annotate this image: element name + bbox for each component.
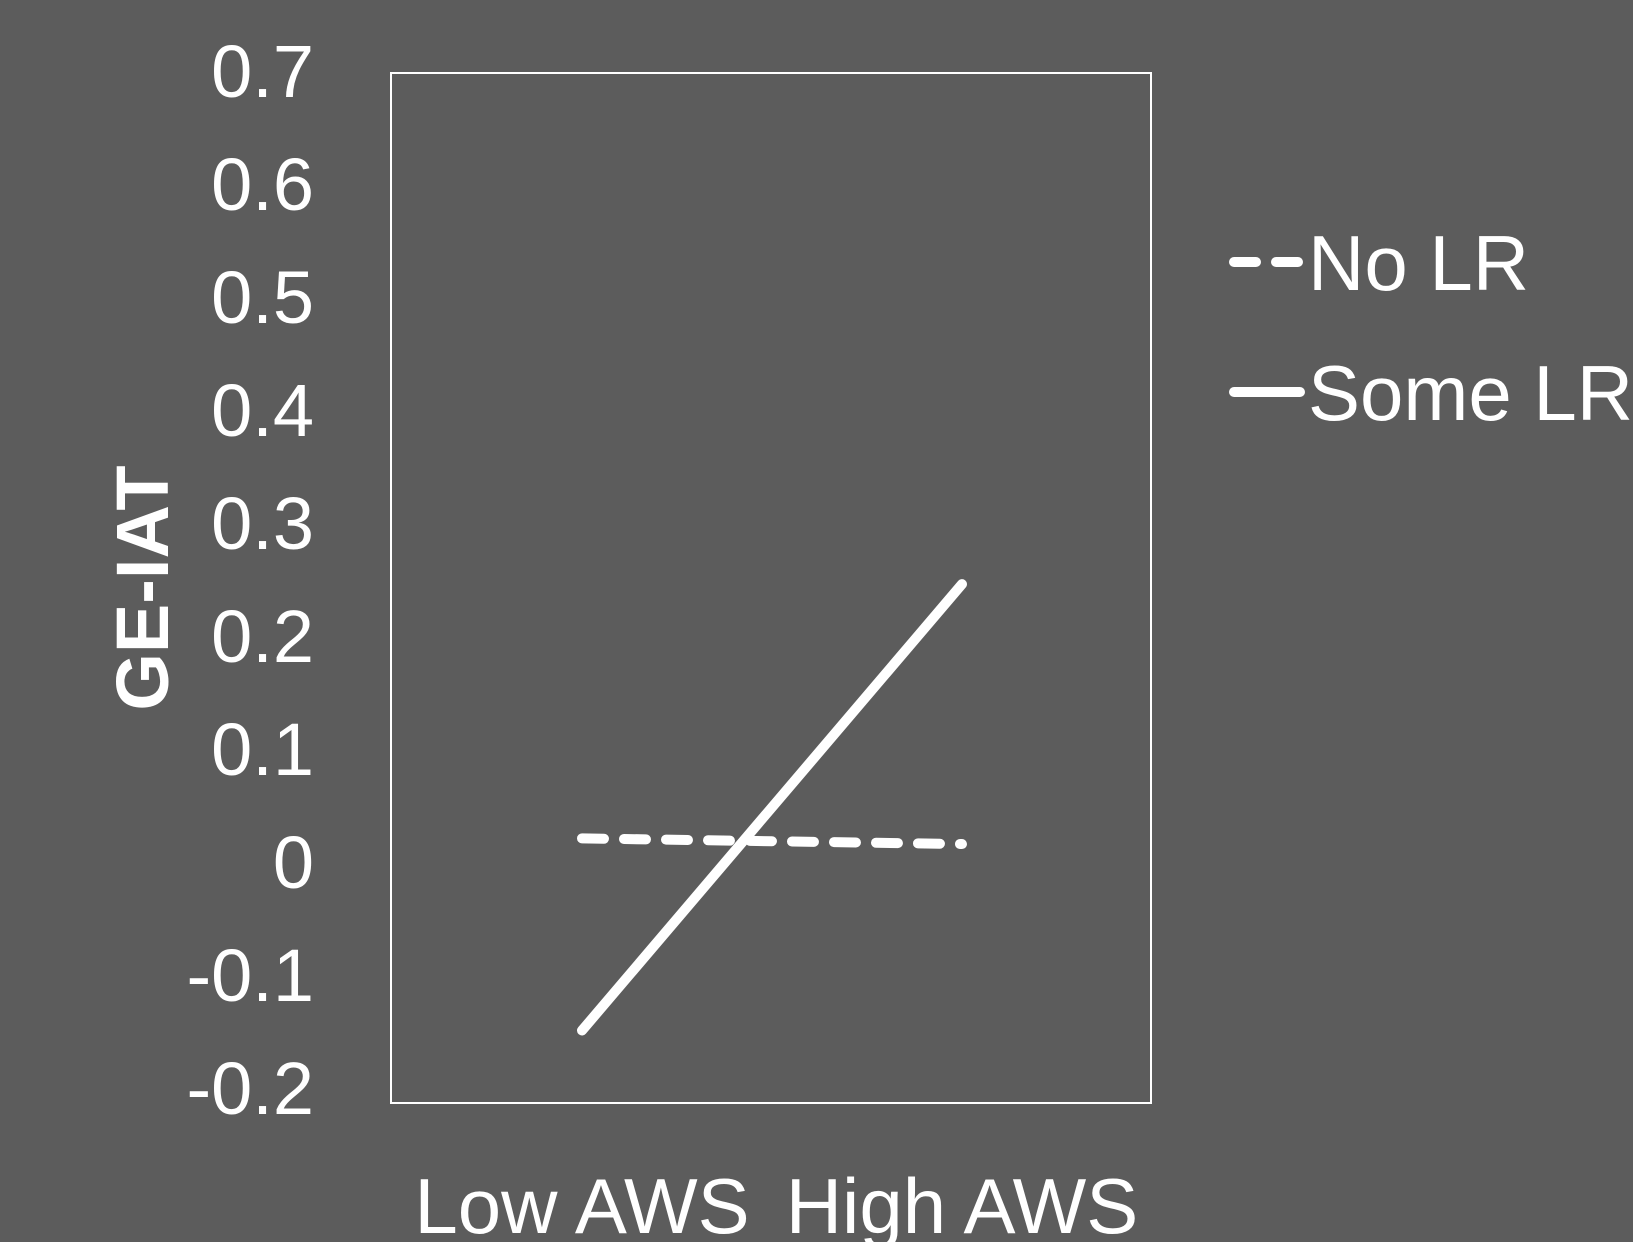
y-tick-label: -0.1 [186,934,314,1017]
x-axis-categories: Low AWS High AWS [414,1162,1138,1242]
series-line-1 [577,833,967,850]
y-tick-label: 0 [273,821,314,904]
x-category-label: Low AWS [414,1162,749,1242]
legend: No LR Some LR [1229,219,1633,437]
y-tick-label: 0.3 [211,482,314,565]
y-tick-label: 0.2 [211,595,314,678]
y-tick-label: 0.5 [211,256,314,339]
legend-label: No LR [1308,219,1529,307]
y-tick-label: -0.2 [186,1047,314,1130]
y-tick-label: 0.7 [211,30,314,113]
plot-frame [390,72,1152,1104]
series-layer [577,579,967,1036]
series-line-2 [577,579,967,1036]
y-tick-label: 0.4 [211,369,314,452]
y-tick-label: 0.1 [211,708,314,791]
y-axis-title: GE-IAT [101,465,184,710]
x-category-label: High AWS [786,1162,1139,1242]
y-axis-ticks: 0.7 0.6 0.5 0.4 0.3 0.2 0.1 0 -0.1 -0.2 [186,30,314,1130]
y-tick-label: 0.6 [211,143,314,226]
legend-label: Some LR [1308,349,1633,437]
